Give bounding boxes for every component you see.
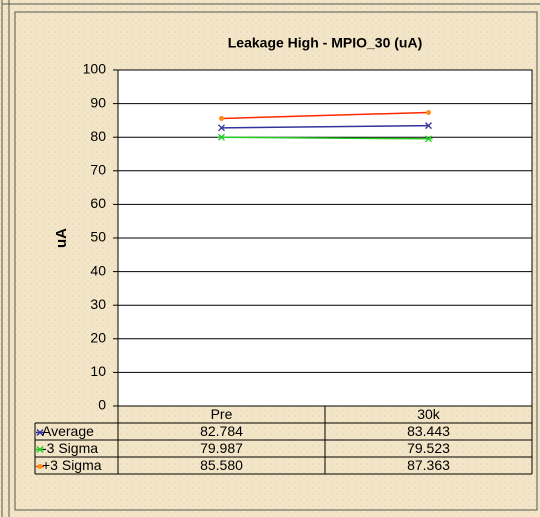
y-tick-label: 30 <box>90 296 106 312</box>
series-line <box>221 124 429 129</box>
marker <box>219 115 224 121</box>
y-tick-label: 50 <box>90 229 106 245</box>
marker <box>218 124 225 132</box>
table-value: 83.443 <box>407 423 450 439</box>
y-tick-label: 90 <box>90 94 106 110</box>
series-line <box>221 136 429 140</box>
marker <box>424 135 433 143</box>
y-tick-label: 60 <box>90 195 106 211</box>
table-value: 85.580 <box>200 457 243 473</box>
y-tick-label: 40 <box>90 262 106 278</box>
chart-border <box>14 11 538 511</box>
marker <box>217 133 226 141</box>
marker <box>36 429 44 436</box>
y-axis-label: uA <box>53 228 70 248</box>
y-tick-label: 100 <box>83 61 107 77</box>
marker <box>37 464 43 469</box>
y-tick-label: 10 <box>90 363 106 379</box>
y-tick-label: 0 <box>98 397 106 413</box>
marker <box>426 109 431 115</box>
table-value: 87.363 <box>407 457 450 473</box>
legend-label: +3 Sigma <box>42 457 102 473</box>
table-value: 79.523 <box>407 440 450 456</box>
marker <box>425 122 432 130</box>
x-tick-label: 30k <box>417 406 441 422</box>
series-line <box>221 111 429 120</box>
y-tick-label: 70 <box>90 162 106 178</box>
table-value: 82.784 <box>200 423 243 439</box>
legend-label: Average <box>42 423 94 439</box>
x-tick-label: Pre <box>211 406 233 422</box>
legend-label: -3 Sigma <box>42 440 98 456</box>
marker <box>36 446 44 453</box>
y-tick-label: 20 <box>90 330 106 346</box>
y-tick-label: 80 <box>90 128 106 144</box>
chart-title: Leakage High - MPIO_30 (uA) <box>228 35 422 51</box>
table-value: 79.987 <box>200 440 243 456</box>
